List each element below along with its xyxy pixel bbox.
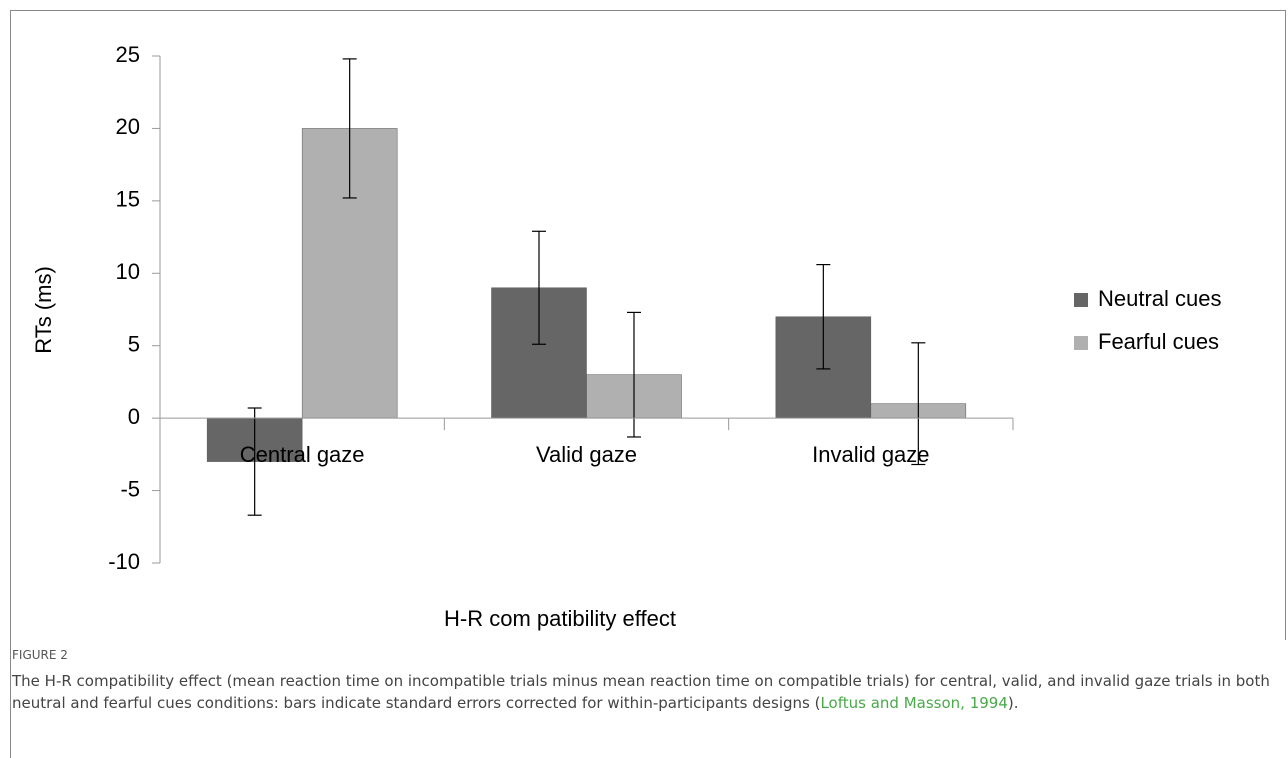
frame xyxy=(10,10,1286,11)
y-tick-label: 15 xyxy=(116,187,140,212)
figure-label: FIGURE 2 xyxy=(12,648,68,662)
frame xyxy=(10,10,11,758)
chart: RTs (ms) H-R com patibility effect -10 -5… xyxy=(31,42,1222,631)
y-tick-label: -5 xyxy=(120,476,140,501)
y-tick-label: -10 xyxy=(108,549,140,574)
y-tick-label: 10 xyxy=(116,259,140,284)
frame xyxy=(1285,10,1286,640)
x-axis-title: H-R com patibility effect xyxy=(444,606,676,631)
x-tick-label: Central gaze xyxy=(240,442,365,467)
caption-text: ). xyxy=(1007,694,1019,712)
y-tick-label: 25 xyxy=(116,42,140,67)
legend-swatch xyxy=(1074,336,1088,350)
y-tick-label: 0 xyxy=(128,404,140,429)
caption: The H-R compatibility effect (mean react… xyxy=(12,670,1274,714)
legend-swatch xyxy=(1074,293,1088,307)
y-tick-label: 20 xyxy=(116,114,140,139)
y-axis-title: RTs (ms) xyxy=(31,266,56,354)
legend-label: Fearful cues xyxy=(1098,329,1219,354)
x-tick-label: Valid gaze xyxy=(536,442,637,467)
citation-link[interactable]: Loftus and Masson, 1994 xyxy=(820,694,1008,712)
x-tick-label: Invalid gaze xyxy=(812,442,929,467)
caption-text: The H-R compatibility effect (mean react… xyxy=(12,672,1270,712)
y-tick-label: 5 xyxy=(128,332,140,357)
legend-label: Neutral cues xyxy=(1098,286,1222,311)
